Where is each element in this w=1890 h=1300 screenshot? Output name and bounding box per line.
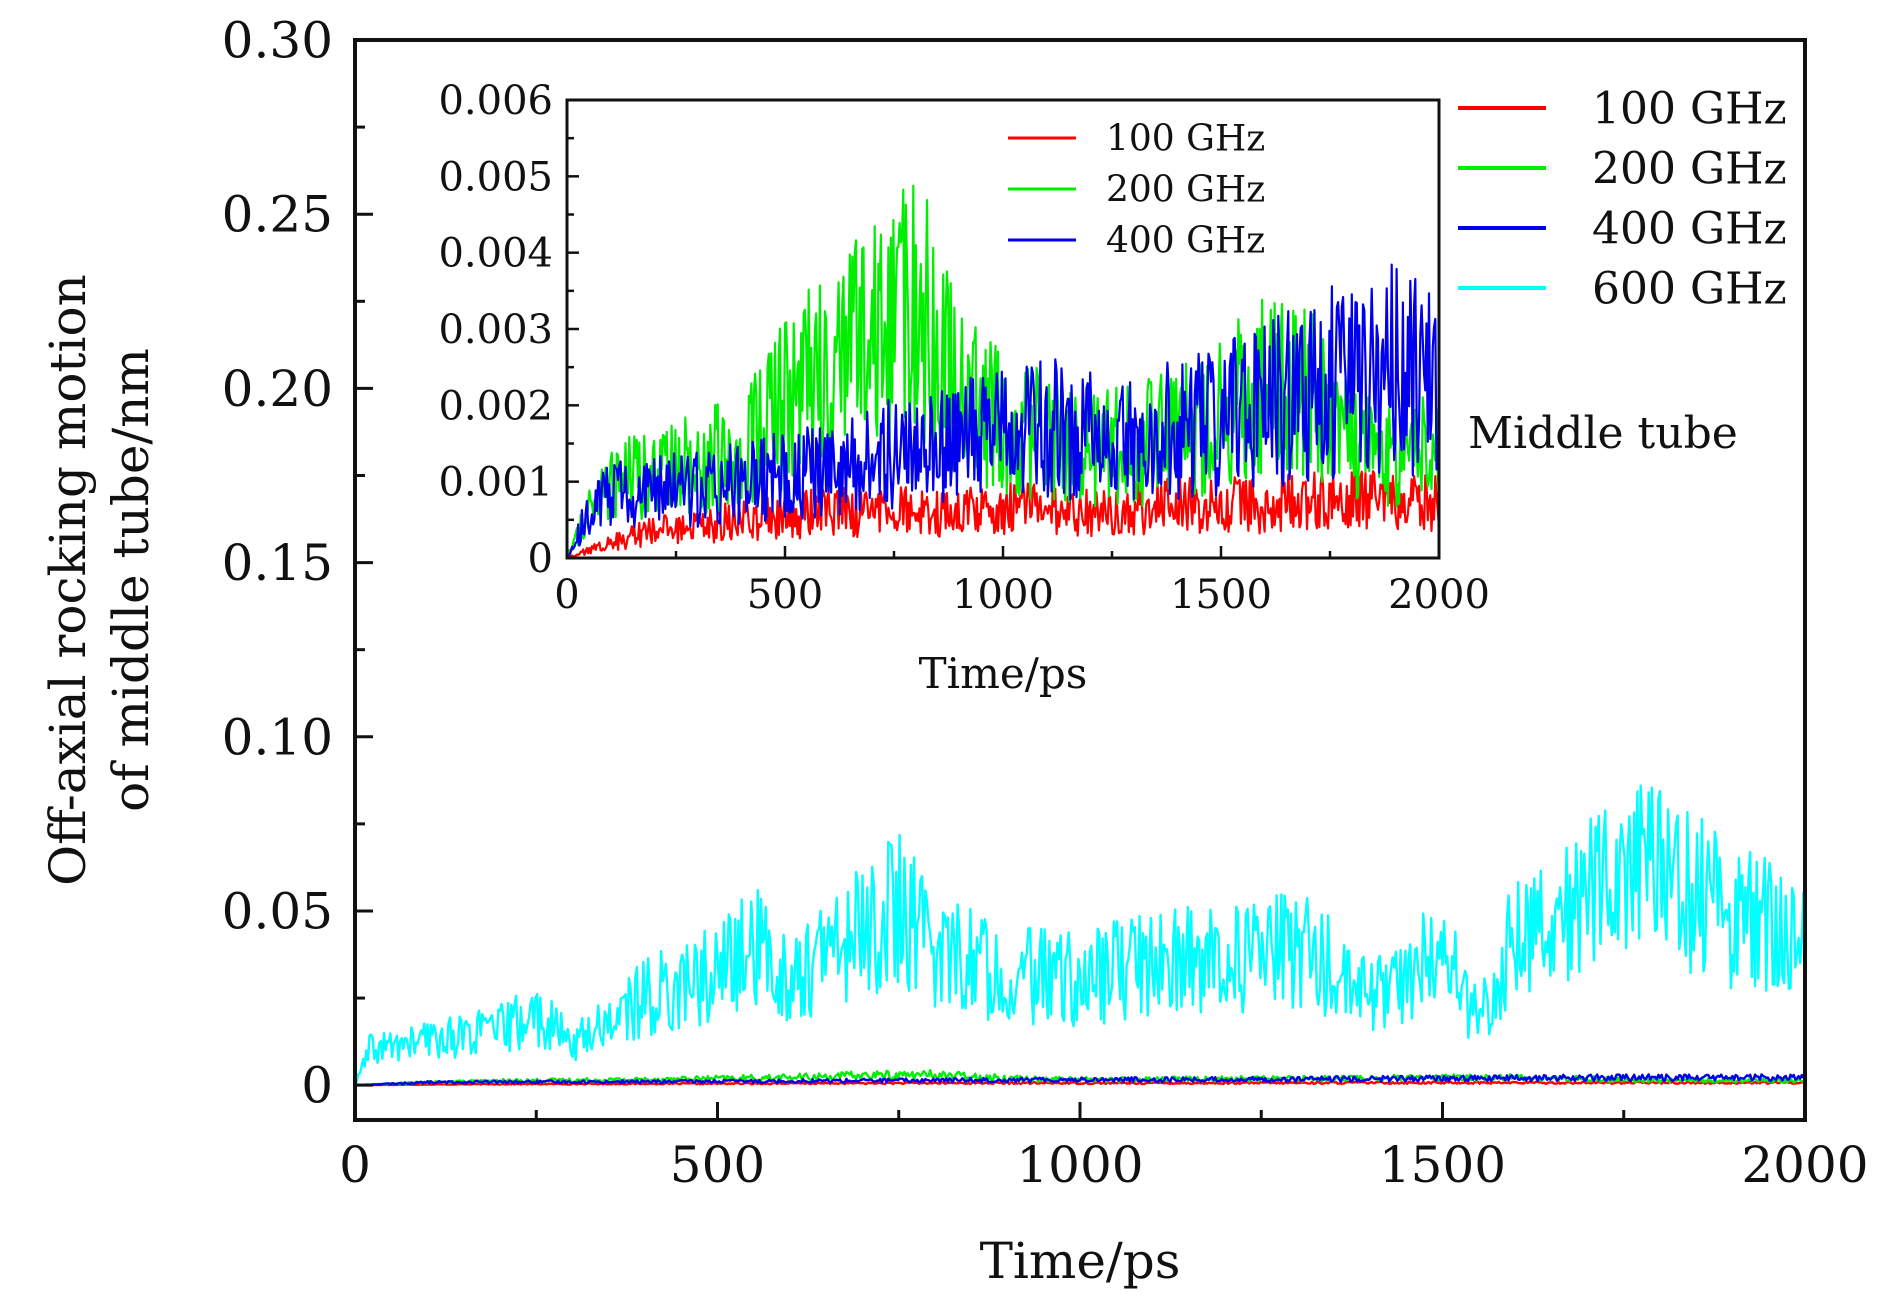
inset-x-axis-title: Time/ps xyxy=(919,649,1088,698)
legend-label: 400 GHz xyxy=(1106,221,1265,262)
y-tick-label: 0.10 xyxy=(222,708,333,766)
legend-label: 200 GHz xyxy=(1106,170,1265,211)
legend-label: 100 GHz xyxy=(1106,119,1265,160)
y-tick-label: 0 xyxy=(528,536,553,582)
main-y-axis-title-line-2: of middle tube/nm xyxy=(102,348,160,812)
x-tick-label: 500 xyxy=(747,572,823,618)
series-line-100-ghz xyxy=(354,1080,1806,1087)
main-ticks xyxy=(353,38,1807,1120)
x-tick-label: 500 xyxy=(670,1136,765,1194)
x-tick-label: 0 xyxy=(339,1136,371,1194)
y-tick-label: 0.006 xyxy=(438,78,553,124)
main-legend: 100 GHz 200 GHz 400 GHz 600 GHz xyxy=(1458,83,1787,314)
y-tick-label: 0.30 xyxy=(222,12,333,70)
main-series-group xyxy=(353,784,1807,1087)
legend-label: 200 GHz xyxy=(1592,143,1787,194)
legend-label: 600 GHz xyxy=(1592,263,1787,314)
x-tick-label: 2000 xyxy=(1388,572,1490,618)
y-tick-label: 0.002 xyxy=(438,383,553,429)
y-tick-label: 0.20 xyxy=(222,360,333,418)
y-tick-label: 0.005 xyxy=(438,154,553,200)
y-tick-label: 0.001 xyxy=(438,460,553,506)
inset-tick-labels: 0 500 1000 1500 2000 0 0.001 0.002 0.003 0.004 0.0… xyxy=(438,78,1489,618)
x-tick-label: 1000 xyxy=(952,572,1054,618)
x-tick-label: 0 xyxy=(554,572,579,618)
y-tick-label: 0.004 xyxy=(438,231,553,277)
inset-ticks xyxy=(565,98,1441,560)
main-y-axis-title-line-1: Off-axial rocking motion xyxy=(39,274,97,886)
main-tick-labels: 0 500 1000 1500 2000 0 0.05 0.10 0.15 0.20 0.25 0.3… xyxy=(222,12,1869,1195)
x-tick-label: 1500 xyxy=(1170,572,1272,618)
series-line-400-ghz xyxy=(566,263,1441,559)
main-plot: 0 500 1000 1500 2000 0 0.05 0.10 0.15 0.20 0.25 0.3… xyxy=(39,12,1869,1291)
main-x-axis-title: Time/ps xyxy=(980,1232,1181,1290)
y-tick-label: 0.25 xyxy=(222,186,333,244)
series-line-600-ghz xyxy=(353,784,1807,1086)
x-tick-label: 1500 xyxy=(1379,1136,1506,1194)
series-line-100-ghz xyxy=(566,470,1441,560)
x-tick-label: 1000 xyxy=(1016,1136,1143,1194)
y-tick-label: 0.003 xyxy=(438,307,553,353)
inset-series-group xyxy=(566,184,1441,560)
legend-label: 100 GHz xyxy=(1592,83,1787,134)
middle-tube-annotation: Middle tube xyxy=(1468,408,1738,459)
x-tick-label: 2000 xyxy=(1741,1136,1868,1194)
y-tick-label: 0.05 xyxy=(222,882,333,940)
y-tick-label: 0.15 xyxy=(222,534,333,592)
y-tick-label: 0 xyxy=(301,1057,333,1115)
inset-plot: 0 500 1000 1500 2000 0 0.001 0.002 0.003 0.004 0.0… xyxy=(438,78,1489,698)
inset-legend: 100 GHz 200 GHz 400 GHz xyxy=(1008,119,1265,262)
series-line-400-ghz xyxy=(354,1073,1806,1087)
legend-label: 400 GHz xyxy=(1592,203,1787,254)
